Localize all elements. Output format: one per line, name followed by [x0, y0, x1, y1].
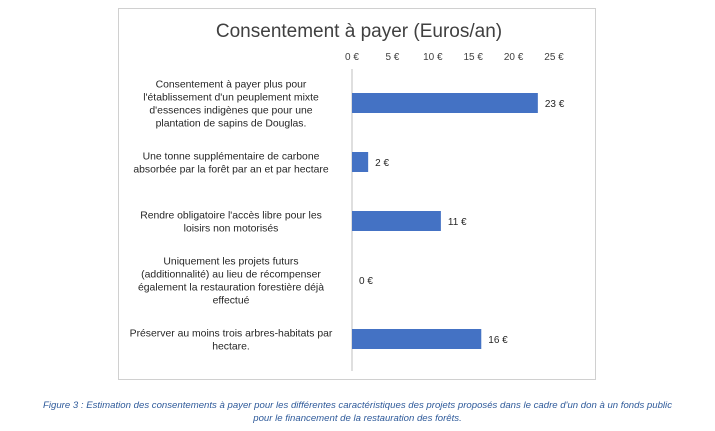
x-tick-label: 20 €	[504, 52, 524, 63]
category-label-line: plantation de sapins de Douglas.	[156, 119, 307, 130]
category-label-line: d'essences indigènes que pour une	[149, 106, 312, 117]
category-label: Consentement à payer plus pour l'établiss…	[143, 80, 319, 130]
x-tick-label: 5 €	[385, 52, 399, 63]
x-axis-ticks: 0 € 5 € 10 € 15 € 20 € 25 €	[345, 52, 564, 63]
data-label: 16 €	[488, 335, 508, 346]
data-label: 23 €	[545, 99, 565, 110]
x-tick-label: 25 €	[544, 52, 564, 63]
chart-frame: Consentement à payer (Euros/an) 0 € 5 € 10…	[118, 8, 596, 380]
bar	[352, 93, 538, 113]
category-label-line: loisirs non motorisés	[184, 224, 279, 235]
bar	[352, 211, 441, 231]
x-tick-label: 15 €	[463, 52, 483, 63]
bar	[352, 152, 368, 172]
caption-line-2: pour le financement de la restauration d…	[0, 412, 715, 425]
x-tick-label: 0 €	[345, 52, 359, 63]
category-label: Préserver au moins trois arbres-habitats…	[130, 329, 333, 353]
bar	[352, 329, 481, 349]
data-label: 11 €	[448, 217, 467, 228]
category-label-line: Une tonne supplémentaire de carbone	[143, 152, 320, 163]
category-label-line: également la restauration forestière déj…	[138, 283, 324, 294]
x-tick-label: 10 €	[423, 52, 443, 63]
category-labels: Consentement à payer plus pour l'établiss…	[130, 80, 333, 353]
category-label-line: hectare.	[212, 342, 250, 353]
caption-line-1: Figure 3 : Estimation des consentements …	[0, 399, 715, 412]
category-label: Uniquement les projets futurs (additionna…	[138, 257, 324, 307]
bars-layer	[352, 93, 538, 349]
category-label-line: Consentement à payer plus pour	[156, 80, 307, 91]
data-label: 0 €	[359, 276, 373, 287]
category-label-line: Uniquement les projets futurs	[163, 257, 298, 268]
figure-caption: Figure 3 : Estimation des consentements …	[0, 399, 715, 425]
category-label-line: absorbée par la forêt par an et par hect…	[133, 165, 328, 176]
data-label: 2 €	[375, 158, 389, 169]
chart-title: Consentement à payer (Euros/an)	[216, 21, 502, 42]
chart-svg: Consentement à payer (Euros/an) 0 € 5 € 10…	[119, 9, 597, 381]
category-label-line: l'établissement d'un peuplement mixte	[143, 93, 319, 104]
category-label-line: Rendre obligatoire l'accès libre pour le…	[140, 211, 322, 222]
category-label-line: (additionnalité) au lieu de récompenser	[141, 270, 321, 281]
category-label: Une tonne supplémentaire de carbone absor…	[133, 152, 328, 176]
category-label-line: effectué	[213, 296, 250, 307]
category-label: Rendre obligatoire l'accès libre pour le…	[140, 211, 322, 235]
category-label-line: Préserver au moins trois arbres-habitats…	[130, 329, 333, 340]
